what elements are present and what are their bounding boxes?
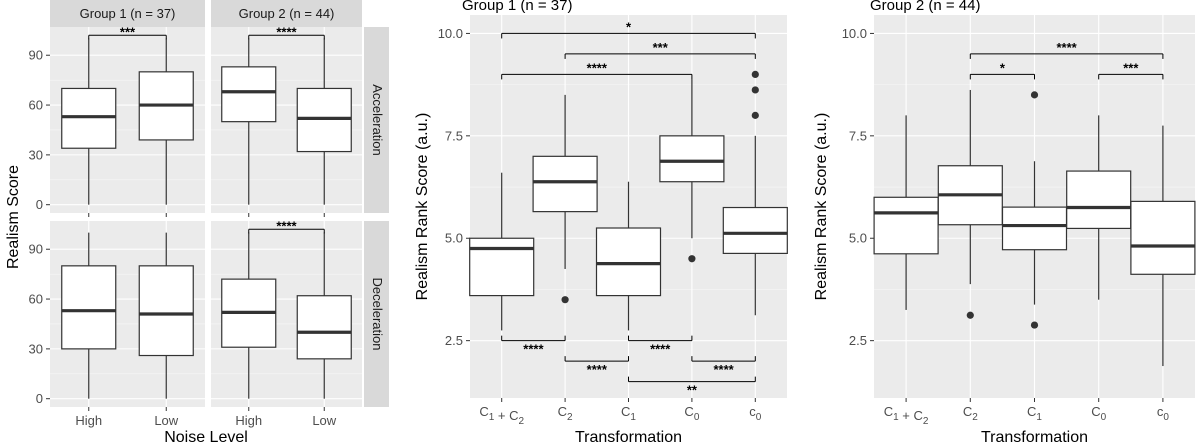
significance-label: **** <box>276 24 297 39</box>
group2-boxplot-title: Group 2 (n = 44) <box>870 0 980 14</box>
facet-high-box <box>221 66 277 123</box>
facet-tick-label-y: 0 <box>36 391 43 406</box>
significance-label: **** <box>276 218 297 233</box>
group2-boxplot-tick-label-y: 5.0 <box>849 231 867 246</box>
significance-label: * <box>626 19 632 34</box>
facet-strip-row-label: Deceleration <box>370 278 385 351</box>
tick-label-x: C2 <box>963 404 978 423</box>
group1-boxplot-c0-outlier-2 <box>751 70 759 78</box>
group2-boxplot-c1-outlier-1 <box>1030 91 1039 99</box>
facet-tick-label-y: 60 <box>29 292 43 307</box>
group1-boxplot-title: Group 1 (n = 37) <box>462 0 572 14</box>
group1-boxplot-c2-outlier-0 <box>561 296 569 304</box>
group1-boxplot-c0-outlier-0 <box>688 255 696 263</box>
tick-label-x: C0 <box>1091 404 1106 423</box>
facet-panel: **** High Low <box>211 218 362 428</box>
tick-label-x: Low <box>312 413 336 428</box>
group2-boxplot-tick-label-y: 10.0 <box>842 26 867 41</box>
group1-boxplot-c1plusc2-box <box>469 237 535 297</box>
facet-panel: **** <box>211 24 362 217</box>
group1-boxplot-tick-label-y: 2.5 <box>445 333 463 348</box>
group2-boxplot-c0-box <box>1066 170 1132 230</box>
group1-boxplot-c0-box <box>722 206 788 255</box>
facet-panel: 0 30 60 90 High Low <box>29 221 205 428</box>
tick-label-x: C2 <box>558 404 573 423</box>
facet-low-box <box>296 295 352 360</box>
group2-boxplot-x-axis-title: Transformation <box>981 429 1088 444</box>
tick-label-x: C1 + C2 <box>884 404 929 427</box>
tick-label-x: High <box>75 413 102 428</box>
group1-boxplot-tick-label-y: 5.0 <box>445 231 463 246</box>
facet-tick-label-y: 90 <box>29 48 43 63</box>
tick-label-x: c0 <box>749 404 762 423</box>
facet-strip-row-label: Acceleration <box>370 84 385 156</box>
facet-strip-column-label: Group 1 (n = 37) <box>80 6 176 21</box>
significance-label: **** <box>587 60 608 75</box>
significance-label: **** <box>1056 40 1077 55</box>
significance-label: *** <box>653 40 669 55</box>
significance-label: *** <box>1123 60 1139 75</box>
significance-label: ** <box>687 383 698 398</box>
group2-boxplot-c1plusc2-box <box>873 196 939 255</box>
group1-boxplot: 2.55.07.510.0 ************ ******** ******C… <box>414 0 788 444</box>
x-axis-title: Noise Level <box>164 429 248 444</box>
y-axis-title: Realism Score <box>5 165 22 269</box>
significance-label: **** <box>523 342 544 357</box>
facet-panel: 0 30 60 90 *** <box>29 24 205 217</box>
group1-boxplot-tick-label-y: 10.0 <box>438 26 463 41</box>
tick-label-x: C1 + C2 <box>479 404 524 427</box>
group2-boxplot-c0-box <box>1130 200 1196 275</box>
facet-tick-label-y: 90 <box>29 242 43 257</box>
facet-low-box <box>138 265 194 357</box>
group1-boxplot-c1-box <box>595 227 662 297</box>
group1-boxplot-x-axis-title: Transformation <box>575 429 682 444</box>
group1-boxplot-tick-label-y: 7.5 <box>445 128 463 143</box>
facet-tick-label-y: 0 <box>36 197 43 212</box>
facet-strip-column <box>50 0 205 27</box>
significance-label: *** <box>120 24 136 39</box>
facet-tick-label-y: 60 <box>29 98 43 113</box>
facet-tick-label-y: 30 <box>29 147 43 162</box>
facet-high-box <box>61 87 117 149</box>
tick-label-x: Low <box>154 413 178 428</box>
group2-boxplot-y-axis-title: Realism Rank Score (a.u.) <box>813 113 830 301</box>
facet-strip-column-label: Group 2 (n = 44) <box>239 6 335 21</box>
facet-strip-row <box>364 27 389 213</box>
significance-label: * <box>1000 60 1006 75</box>
facet-high-box <box>61 265 117 350</box>
group1-boxplot-c2-box <box>532 155 598 213</box>
group1-boxplot-c0-outlier-0 <box>751 111 759 119</box>
significance-label: **** <box>713 362 734 377</box>
group2-boxplot-tick-label-y: 7.5 <box>849 128 867 143</box>
group1-boxplot-c0-box <box>659 135 725 183</box>
group1-boxplot-c0-outlier-1 <box>751 86 759 94</box>
group2-boxplot-c2-outlier-0 <box>966 311 974 319</box>
group2-boxplot-tick-label-y: 2.5 <box>849 333 867 348</box>
tick-label-x: C1 <box>1027 404 1042 423</box>
facet-tick-label-y: 30 <box>29 341 43 356</box>
significance-label: **** <box>650 342 671 357</box>
group2-boxplot-c1-outlier-0 <box>1030 321 1039 329</box>
facet-strip-column <box>211 0 362 27</box>
facet-strip-row <box>364 221 389 407</box>
tick-label-x: C0 <box>684 404 699 423</box>
faceted-boxplot: Group 1 (n = 37) Group 2 (n = 44) Accelera… <box>5 0 389 444</box>
group2-boxplot-c1-box <box>1001 206 1068 251</box>
facet-low-box <box>296 87 352 153</box>
group1-boxplot-y-axis-title: Realism Rank Score (a.u.) <box>414 113 431 301</box>
tick-label-x: c0 <box>1157 404 1170 423</box>
significance-label: **** <box>587 362 608 377</box>
tick-label-x: C1 <box>621 404 636 423</box>
tick-label-x: High <box>235 413 262 428</box>
